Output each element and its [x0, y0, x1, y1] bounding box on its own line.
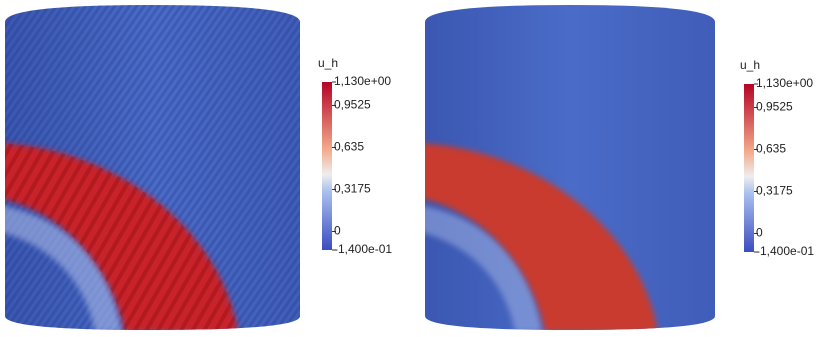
- colorbar-tick-label: 0,635: [756, 142, 786, 156]
- colorbar-tick-label: 0,9525: [756, 100, 793, 114]
- colorbar-tick-label: 1,130e+00: [334, 74, 391, 88]
- colorbar: [322, 82, 332, 250]
- colorbar-tick-label: 1,130e+00: [756, 76, 813, 90]
- colorbar-tick-label: 0: [756, 226, 763, 240]
- colorbar-tick-label: 0,3175: [756, 184, 793, 198]
- cylinder-left: [0, 0, 310, 332]
- figure: u_h 1,130e+00 0,9525 0,635 0,3175 0 -1,400e-01…: [0, 0, 823, 332]
- colorbar-title: u_h: [740, 58, 760, 72]
- cylinder-right: [420, 0, 720, 332]
- colorbar-tick-label: 0,635: [334, 140, 364, 154]
- colorbar-tick-label: 0,9525: [334, 98, 371, 112]
- colorbar-tick-label: 0,3175: [334, 182, 371, 196]
- colorbar-title: u_h: [318, 56, 338, 70]
- colorbar-tick-label: 0: [334, 224, 341, 238]
- colorbar-tick-label: -1,400e-01: [334, 242, 392, 256]
- colorbar-tick-label: -1,400e-01: [756, 244, 814, 258]
- colorbar: [744, 84, 754, 252]
